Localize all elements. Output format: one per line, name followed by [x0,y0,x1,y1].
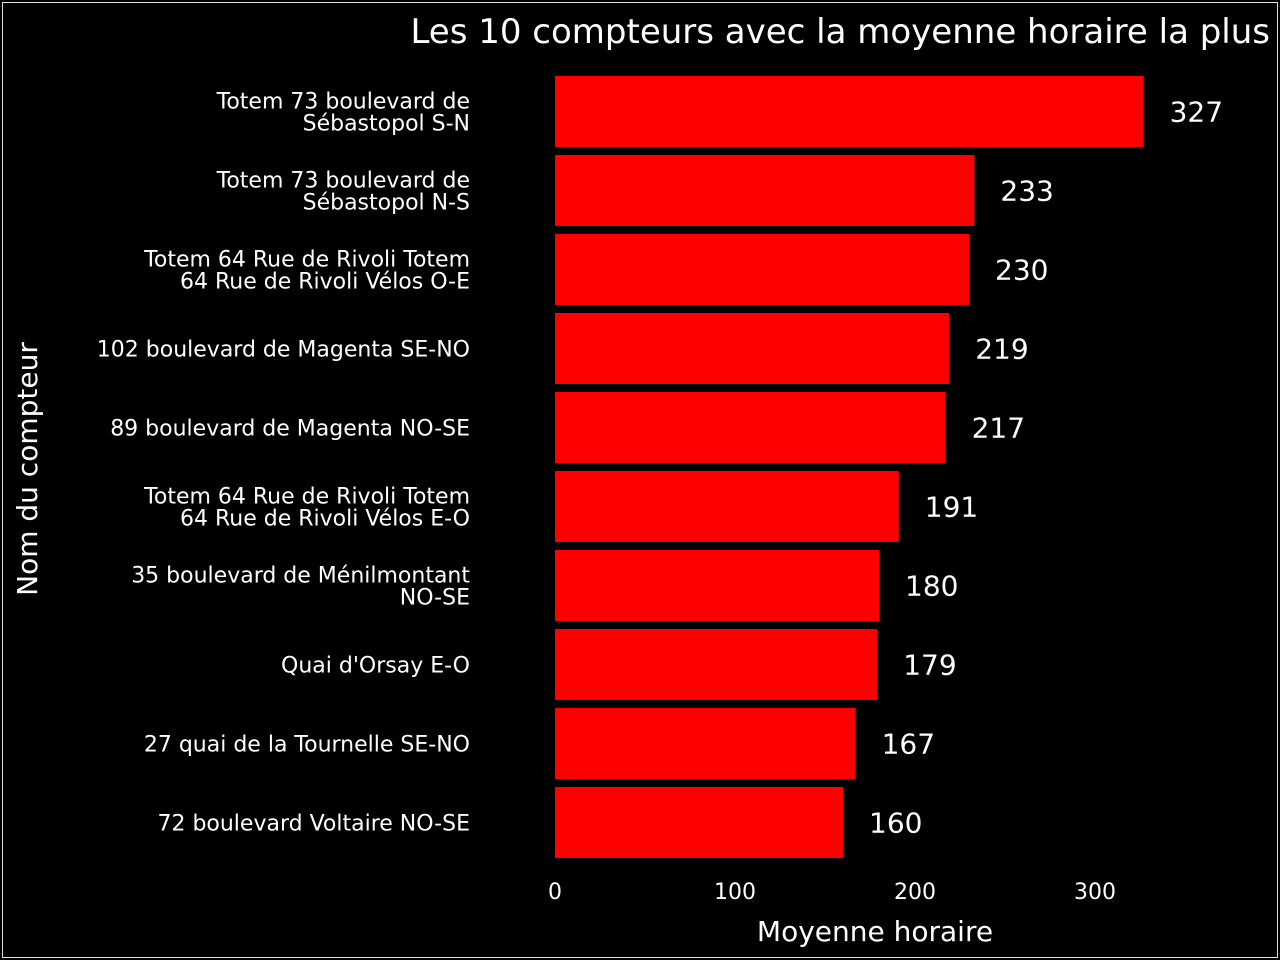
value-label-8: 167 [882,728,935,761]
bar-9 [555,787,843,858]
value-label-9: 160 [869,807,922,840]
category-label-5: Totem 64 Rue de Rivoli Totem 64 Rue de Ri… [143,485,470,532]
value-label-6: 180 [905,570,958,603]
category-label-2: Totem 64 Rue de Rivoli Totem 64 Rue de Ri… [143,248,470,295]
bar-8 [555,708,856,779]
value-label-2: 230 [995,254,1048,287]
bar-0 [555,76,1144,147]
bar-5 [555,471,899,542]
category-label-6: 35 boulevard de Ménilmontant NO-SE [131,564,470,611]
category-label-8: 27 quai de la Tournelle SE-NO [144,733,470,758]
bar-2 [555,234,969,305]
x-tick-0: 0 [548,880,562,905]
value-labels-group: 327 233 230 219 217 191 180 179 167 160 [869,96,1223,840]
category-label-1: Totem 73 boulevard de Sébastopol N-S [216,169,470,216]
bar-4 [555,392,946,463]
bars-group [555,76,1144,858]
value-label-5: 191 [925,491,978,524]
bar-1 [555,155,975,226]
value-label-1: 233 [1000,175,1053,208]
x-axis-label: Moyenne horaire [757,915,993,948]
bar-3 [555,313,950,384]
value-label-7: 179 [903,649,956,682]
category-label-4: 89 boulevard de Magenta NO-SE [110,417,470,442]
value-label-3: 219 [975,333,1028,366]
category-labels-group: Totem 73 boulevard de Sébastopol S-N Totem… [97,90,471,837]
x-tick-1: 100 [714,880,756,905]
chart-title: Les 10 compteurs avec la moyenne horaire… [410,12,1270,52]
bar-7 [555,629,878,700]
category-label-3: 102 boulevard de Magenta SE-NO [97,338,470,363]
x-tick-2: 200 [894,880,936,905]
category-label-0: Totem 73 boulevard de Sébastopol S-N [216,90,470,137]
y-axis-label: Nom du compteur [11,342,44,596]
bar-chart: Les 10 compteurs avec la moyenne horaire… [11,12,1270,948]
category-label-9: 72 boulevard Voltaire NO-SE [157,812,470,837]
category-label-7: Quai d'Orsay E-O [281,654,470,679]
x-axis-ticks: 0 100 200 300 [548,880,1116,905]
x-tick-3: 300 [1074,880,1116,905]
bar-6 [555,550,879,621]
value-label-4: 217 [972,412,1025,445]
value-label-0: 327 [1170,96,1223,129]
